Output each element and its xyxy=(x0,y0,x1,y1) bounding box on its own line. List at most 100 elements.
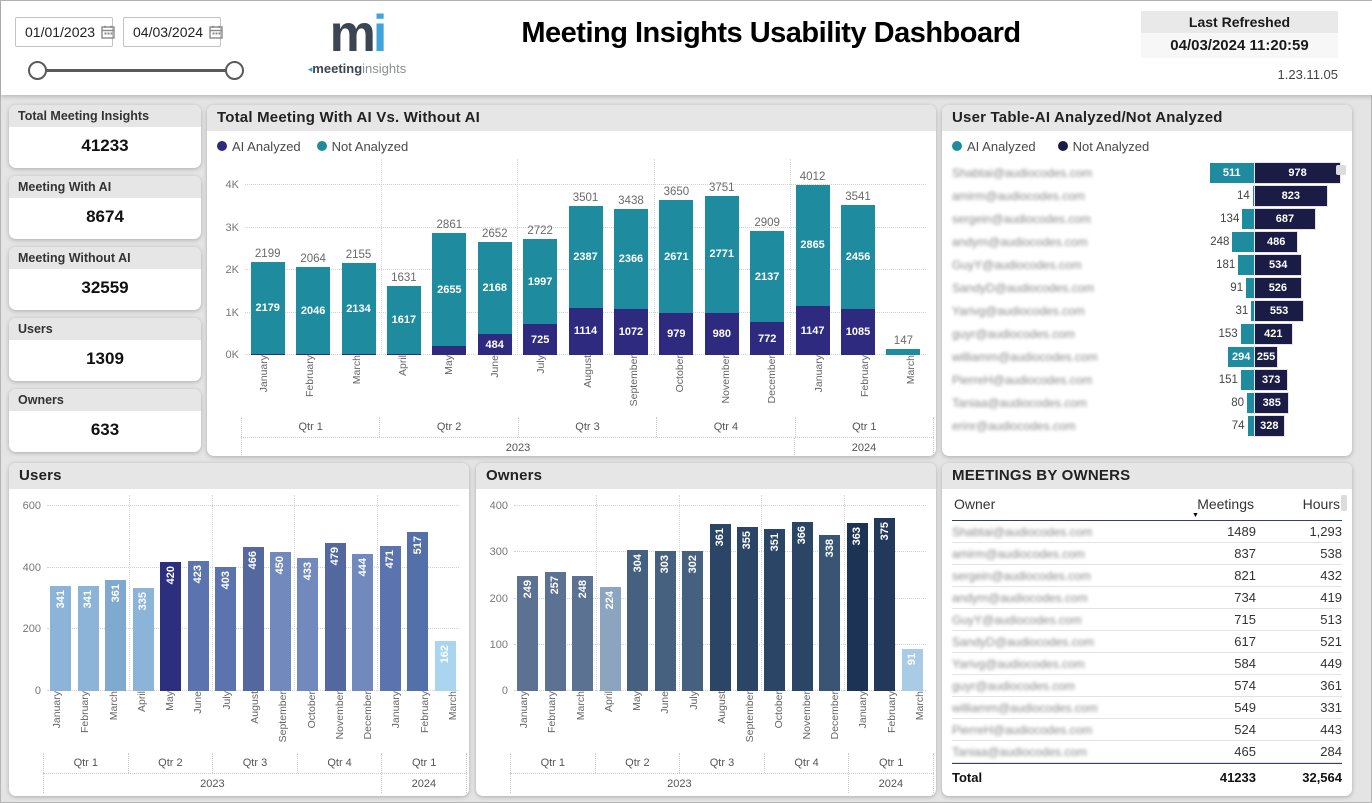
legend-item[interactable]: Not Analyzed xyxy=(1057,139,1149,154)
stacked-bar[interactable]: 1997 725 xyxy=(523,239,558,355)
segment-not-analyzed[interactable]: 2046 xyxy=(296,267,331,355)
bar[interactable]: 444 xyxy=(352,554,374,691)
not-analyzed-bar[interactable]: 978 xyxy=(1253,161,1342,184)
user-row[interactable]: Shabtai@audiocodes.com 511 978 xyxy=(952,161,1344,184)
segment-not-analyzed[interactable]: 2771 xyxy=(704,195,739,314)
segment-not-analyzed[interactable]: 2671 xyxy=(659,199,694,314)
segment-ai-analyzed[interactable] xyxy=(250,354,285,355)
slider-handle-end[interactable] xyxy=(225,61,244,80)
bar[interactable]: 341 xyxy=(77,585,99,691)
stacked-bar[interactable]: 2137 772 xyxy=(750,231,785,355)
ai-analyzed-bar[interactable] xyxy=(1240,369,1254,390)
not-analyzed-bar[interactable]: 255 xyxy=(1253,345,1279,368)
ai-analyzed-bar[interactable] xyxy=(1242,208,1254,229)
bar[interactable]: 335 xyxy=(132,587,154,691)
stacked-bar[interactable]: 2134 xyxy=(341,263,376,355)
table-row[interactable]: SandyD@audiocodes.com 617 521 xyxy=(952,631,1342,653)
user-row[interactable]: GuyY@audiocodes.com 181 534 xyxy=(952,253,1344,276)
segment-ai-analyzed[interactable]: 772 xyxy=(750,322,785,355)
stacked-bar[interactable]: 2366 1072 xyxy=(613,208,648,355)
segment-not-analyzed[interactable]: 2655 xyxy=(432,233,467,347)
not-analyzed-bar[interactable]: 486 xyxy=(1253,230,1299,253)
calendar-icon[interactable] xyxy=(209,25,223,39)
segment-ai-analyzed[interactable] xyxy=(432,346,467,355)
stacked-bar[interactable]: 2387 1114 xyxy=(568,206,603,355)
bar[interactable]: 471 xyxy=(379,545,401,691)
segment-not-analyzed[interactable]: 2387 xyxy=(568,206,603,308)
segment-not-analyzed[interactable]: 2456 xyxy=(840,204,875,309)
bar[interactable]: 257 xyxy=(544,572,566,691)
ai-analyzed-bar[interactable] xyxy=(1238,254,1254,275)
bar[interactable]: 403 xyxy=(215,566,237,691)
bar[interactable]: 341 xyxy=(50,585,72,691)
not-analyzed-bar[interactable]: 534 xyxy=(1253,253,1303,276)
table-row[interactable]: PierreH@audiocodes.com 524 443 xyxy=(952,719,1342,741)
ai-analyzed-bar[interactable] xyxy=(1251,300,1254,321)
stacked-bar[interactable]: 2655 xyxy=(432,233,467,355)
user-row[interactable]: andym@audiocodes.com 248 486 xyxy=(952,230,1344,253)
bar[interactable]: 466 xyxy=(242,547,264,691)
bar[interactable]: 162 xyxy=(434,641,456,691)
table-row[interactable]: guyr@audiocodes.com 574 361 xyxy=(952,675,1342,697)
date-from-input[interactable]: 01/01/2023 xyxy=(15,17,115,47)
bar[interactable]: 479 xyxy=(324,543,346,691)
stacked-bar[interactable]: 2168 484 xyxy=(477,242,512,355)
column-header-meetings[interactable]: Meetings ▼ xyxy=(1192,496,1254,519)
column-header-hours[interactable]: Hours xyxy=(1302,496,1340,512)
bar[interactable]: 420 xyxy=(160,561,182,691)
stacked-bar[interactable]: 2771 980 xyxy=(704,195,739,355)
bar[interactable]: 361 xyxy=(709,524,731,691)
bar[interactable]: 375 xyxy=(874,517,896,691)
user-row[interactable]: Taniaa@audiocodes.com 80 385 xyxy=(952,391,1344,414)
segment-ai-analyzed[interactable]: 725 xyxy=(523,324,558,355)
segment-not-analyzed[interactable] xyxy=(886,348,921,355)
table-row[interactable]: sergein@audiocodes.com 821 432 xyxy=(952,565,1342,587)
scrollbar[interactable] xyxy=(1341,495,1347,511)
bar[interactable]: 433 xyxy=(297,557,319,691)
bar[interactable]: 303 xyxy=(654,550,676,691)
ai-analyzed-bar[interactable] xyxy=(1240,323,1254,344)
user-row[interactable]: williamm@audiocodes.com 294 255 xyxy=(952,345,1344,368)
user-row[interactable]: PierreH@audiocodes.com 151 373 xyxy=(952,368,1344,391)
bar[interactable]: 351 xyxy=(764,528,786,691)
bar[interactable]: 91 xyxy=(901,648,923,691)
user-row[interactable]: Yarivg@audiocodes.com 31 553 xyxy=(952,299,1344,322)
ai-analyzed-bar[interactable]: 294 xyxy=(1228,346,1254,367)
segment-ai-analyzed[interactable] xyxy=(296,354,331,355)
segment-ai-analyzed[interactable] xyxy=(341,354,376,355)
table-row[interactable]: Shabtai@audiocodes.com 1489 1,293 xyxy=(952,521,1342,543)
bar[interactable]: 361 xyxy=(105,579,127,691)
legend-item[interactable]: Not Analyzed xyxy=(316,139,408,154)
table-row[interactable]: Yarivg@audiocodes.com 584 449 xyxy=(952,653,1342,675)
segment-not-analyzed[interactable]: 2179 xyxy=(250,261,285,355)
segment-not-analyzed[interactable]: 1617 xyxy=(386,285,421,355)
ai-analyzed-bar[interactable]: 511 xyxy=(1209,162,1254,183)
user-row[interactable]: sergein@audiocodes.com 134 687 xyxy=(952,207,1344,230)
table-row[interactable]: amirm@audiocodes.com 837 538 xyxy=(952,543,1342,565)
segment-not-analyzed[interactable]: 2168 xyxy=(477,242,512,335)
bar[interactable]: 302 xyxy=(682,551,704,691)
segment-ai-analyzed[interactable]: 1114 xyxy=(568,307,603,355)
segment-not-analyzed[interactable]: 2366 xyxy=(613,208,648,310)
segment-ai-analyzed[interactable]: 484 xyxy=(477,334,512,355)
user-row[interactable]: erinr@audiocodes.com 74 328 xyxy=(952,414,1344,437)
user-row[interactable]: amirm@audiocodes.com 14 823 xyxy=(952,184,1344,207)
table-row[interactable]: Taniaa@audiocodes.com 465 284 xyxy=(952,741,1342,763)
column-header-owner[interactable]: Owner xyxy=(954,496,996,512)
stacked-bar[interactable]: 1617 xyxy=(386,285,421,355)
stacked-bar[interactable]: 2865 1147 xyxy=(795,184,830,355)
ai-analyzed-bar[interactable] xyxy=(1232,231,1254,252)
stacked-bar[interactable] xyxy=(886,348,921,355)
not-analyzed-bar[interactable]: 328 xyxy=(1254,414,1285,437)
ai-analyzed-bar[interactable] xyxy=(1252,185,1254,206)
segment-ai-analyzed[interactable]: 1072 xyxy=(613,309,648,355)
segment-not-analyzed[interactable]: 2865 xyxy=(795,184,830,307)
bar[interactable]: 304 xyxy=(627,550,649,691)
calendar-icon[interactable] xyxy=(101,25,115,39)
bar[interactable]: 249 xyxy=(517,575,539,691)
date-to-input[interactable]: 04/03/2024 xyxy=(123,17,223,47)
segment-not-analyzed[interactable]: 2137 xyxy=(750,231,785,323)
bar[interactable]: 366 xyxy=(791,521,813,691)
bar[interactable]: 363 xyxy=(846,523,868,691)
stacked-bar[interactable]: 2456 1085 xyxy=(840,204,875,355)
